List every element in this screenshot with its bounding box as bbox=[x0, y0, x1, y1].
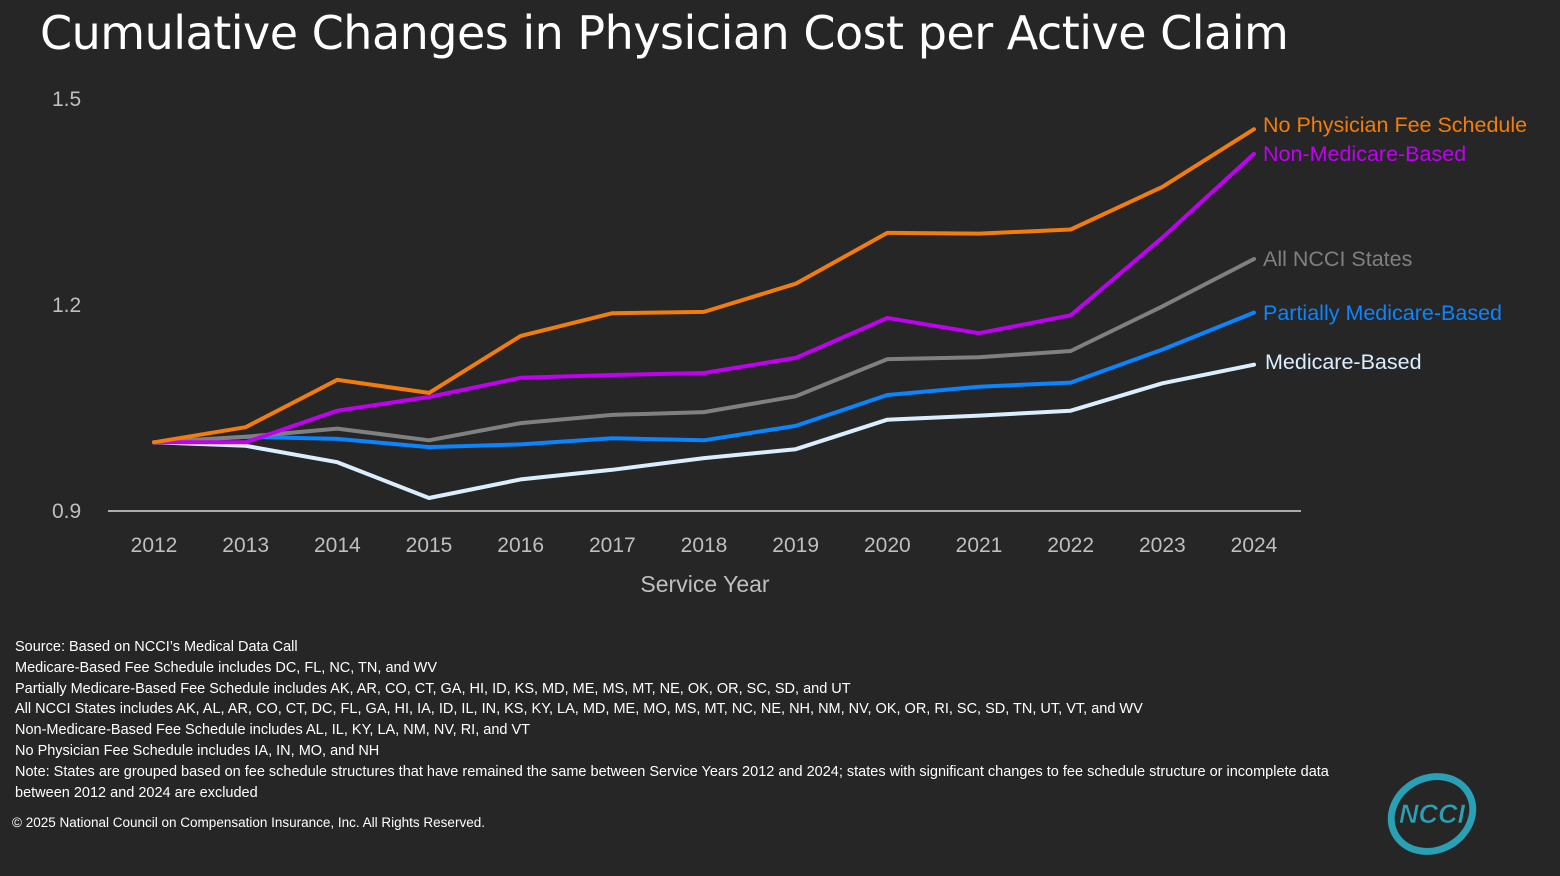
note-source: Source: Based on NCCI’s Medical Data Cal… bbox=[15, 639, 298, 655]
y-tick-label: 1.2 bbox=[52, 294, 81, 317]
chart-title: Cumulative Changes in Physician Cost per… bbox=[40, 6, 1289, 60]
x-tick-label: 2020 bbox=[864, 534, 911, 557]
note-all-ncci-states: All NCCI States includes AK, AL, AR, CO,… bbox=[15, 701, 1143, 718]
series-labels: No Physician Fee Schedule Non-Medicare-Ba… bbox=[1263, 113, 1527, 374]
series-label-partially-medicare-based: Partially Medicare-Based bbox=[1263, 301, 1502, 325]
x-tick-label: 2022 bbox=[1047, 534, 1094, 557]
logo-ring bbox=[1387, 773, 1477, 855]
series-label-medicare-based: Medicare-Based bbox=[1265, 350, 1422, 374]
series-line-non-medicare-based bbox=[152, 151, 1256, 445]
x-tick-label: 2012 bbox=[131, 534, 178, 557]
x-tick-label: 2014 bbox=[314, 534, 361, 557]
x-tick-label: 2016 bbox=[497, 534, 544, 557]
copyright: © 2025 National Council on Compensation … bbox=[12, 815, 485, 830]
y-axis: 1.5 1.2 0.9 bbox=[52, 88, 81, 523]
series-lines bbox=[152, 127, 1256, 500]
series-label-non-medicare-based: Non-Medicare-Based bbox=[1263, 142, 1466, 166]
x-tick-label: 2024 bbox=[1231, 534, 1278, 557]
footnotes: Source: Based on NCCI’s Medical Data Cal… bbox=[15, 637, 1355, 803]
x-axis-title: Service Year bbox=[640, 571, 769, 597]
note-grouping: Note: States are grouped based on fee sc… bbox=[15, 763, 1329, 801]
note-medicare-based: Medicare-Based Fee Schedule includes DC,… bbox=[15, 659, 438, 676]
x-axis: 2012 2013 2014 2015 2016 2017 2018 2019 2020 2021… bbox=[131, 534, 1278, 557]
note-partially-medicare-based: Partially Medicare-Based Fee Schedule in… bbox=[15, 680, 851, 697]
note-no-fee-schedule: No Physician Fee Schedule includes IA, I… bbox=[15, 742, 380, 759]
ncci-logo-icon: NCCI bbox=[1387, 773, 1477, 855]
line-chart: 1.51.20.9 2012 2013 2014 2015 2016 2017 2018 20… bbox=[52, 88, 1527, 597]
series-label-all-ncci-states: All NCCI States bbox=[1263, 247, 1412, 271]
x-tick-label: 2013 bbox=[222, 534, 269, 557]
series-line-medicare-based bbox=[152, 362, 1256, 500]
series-line-partially-medicare-based bbox=[152, 310, 1256, 450]
note-non-medicare-based: Non-Medicare-Based Fee Schedule includes… bbox=[15, 722, 531, 739]
series-line-no-physician-fee-schedule bbox=[152, 127, 1256, 445]
x-tick-label: 2023 bbox=[1139, 534, 1186, 557]
x-tick-label: 2019 bbox=[772, 534, 819, 557]
logo-text: NCCI bbox=[1399, 799, 1465, 829]
series-line-all-ncci-states bbox=[152, 257, 1256, 445]
series-label-no-physician-fee-schedule: No Physician Fee Schedule bbox=[1263, 113, 1527, 137]
x-tick-label: 2017 bbox=[589, 534, 636, 557]
x-tick-label: 2015 bbox=[406, 534, 453, 557]
y-tick-label: 1.5 bbox=[52, 88, 81, 111]
x-tick-label: 2018 bbox=[681, 534, 728, 557]
x-tick-label: 2021 bbox=[956, 534, 1003, 557]
y-tick-label: 0.9 bbox=[52, 500, 81, 523]
